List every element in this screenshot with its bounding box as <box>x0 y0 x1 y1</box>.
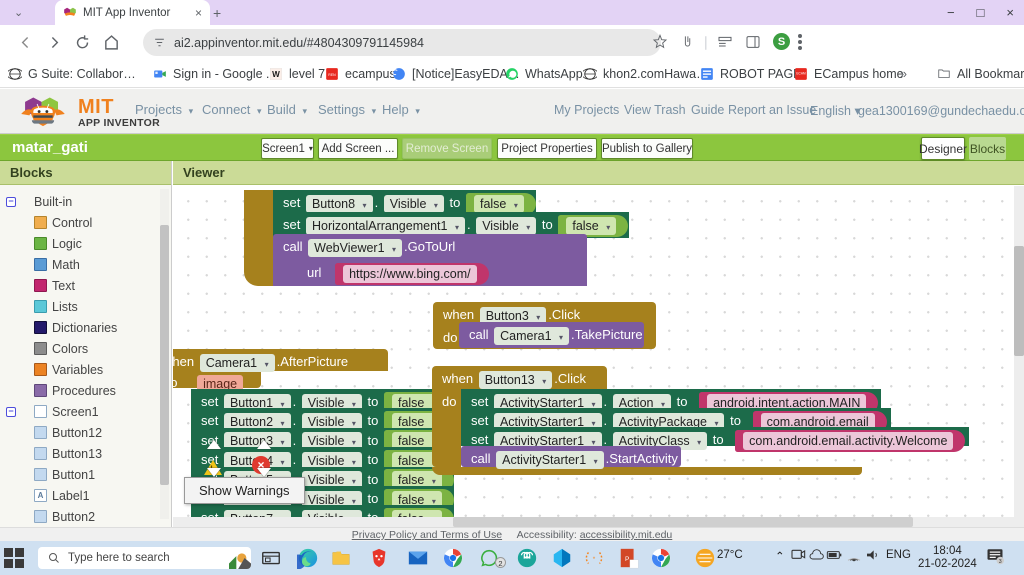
svg-text:P: P <box>625 556 629 563</box>
svg-text:W: W <box>272 70 280 79</box>
svg-text:3: 3 <box>999 559 1002 565</box>
svg-text:REN: REN <box>328 73 336 77</box>
svg-text:ECAM: ECAM <box>796 72 806 76</box>
svg-text:*: * <box>593 556 596 563</box>
